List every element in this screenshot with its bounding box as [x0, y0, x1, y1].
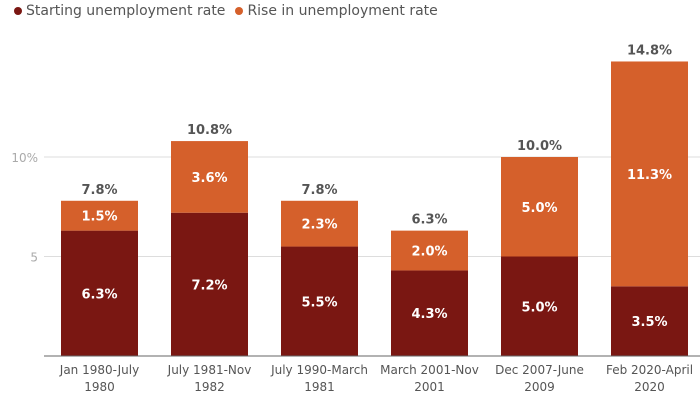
bar-rise [391, 230, 468, 271]
bar-data-label: 5.0% [521, 201, 557, 216]
x-tick-label: Jan 1980-July [59, 363, 139, 377]
x-tick-label: March 2001-Nov [380, 363, 479, 377]
bar-starting [501, 256, 578, 356]
bar-rise [501, 157, 578, 257]
bar-data-label: 6.3% [81, 287, 117, 302]
x-tick-label: 2020 [634, 380, 665, 394]
x-tick-label: 1981 [304, 380, 335, 394]
bar-data-label: 2.3% [301, 218, 337, 233]
x-tick-label: July 1990-March [270, 363, 368, 377]
y-tick-label: 5 [30, 251, 38, 265]
legend-item-starting: Starting unemployment rate [14, 3, 225, 19]
legend-label: Rise in unemployment rate [247, 3, 438, 19]
legend-swatch-starting [14, 7, 22, 15]
bar-data-label: 5.0% [521, 300, 557, 315]
total-label: 6.3% [411, 213, 447, 228]
bar-rise [281, 200, 358, 247]
bar-data-label: 7.2% [191, 278, 227, 293]
bar-starting [61, 230, 138, 356]
total-label: 7.8% [301, 183, 337, 198]
bar-data-label: 11.3% [627, 168, 672, 183]
bar-starting [281, 246, 358, 356]
total-label: 10.0% [517, 139, 562, 154]
bar-starting [611, 286, 688, 356]
bar-rise [171, 141, 248, 213]
bar-data-label: 3.6% [191, 171, 227, 186]
total-label: 14.8% [627, 43, 672, 58]
bar-rise [61, 200, 138, 231]
x-tick-label: 2009 [524, 380, 555, 394]
bar-data-label: 3.5% [631, 315, 667, 330]
x-tick-label: Dec 2007-June [495, 363, 584, 377]
bar-starting [171, 212, 248, 356]
bar-starting [391, 270, 468, 356]
legend: Starting unemployment rate Rise in unemp… [14, 3, 438, 19]
total-label: 7.8% [81, 183, 117, 198]
bar-data-label: 2.0% [411, 245, 447, 260]
bar-data-label: 1.5% [81, 210, 117, 225]
bar-data-label: 4.3% [411, 307, 447, 322]
x-tick-label: Feb 2020-April [606, 363, 693, 377]
x-tick-label: 1980 [84, 380, 115, 394]
y-tick-label: 10% [11, 151, 38, 165]
total-label: 10.8% [187, 123, 232, 138]
x-tick-label: 2001 [414, 380, 445, 394]
bar-rise [611, 61, 688, 287]
legend-swatch-rise [235, 7, 244, 15]
x-tick-label: July 1981-Nov [167, 363, 252, 377]
x-tick-label: 1982 [194, 380, 225, 394]
bar-data-label: 5.5% [301, 295, 337, 310]
legend-label: Starting unemployment rate [26, 3, 226, 19]
legend-item-rise: Rise in unemployment rate [235, 3, 438, 19]
